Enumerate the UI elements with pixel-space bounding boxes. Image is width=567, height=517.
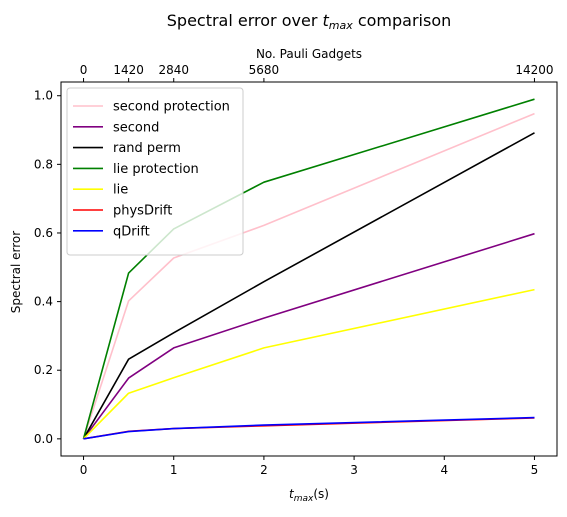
y-tick-label: 0.0 (34, 432, 53, 446)
top-tick-label: 1420 (113, 63, 144, 77)
legend-label-4: lie (113, 183, 128, 198)
x-tick-label: 0 (80, 463, 88, 477)
top-tick-label: 5680 (249, 63, 280, 77)
series-line-4 (82, 288, 535, 440)
series-line-2 (82, 132, 535, 440)
legend-label-5: physDrift (113, 204, 172, 219)
series-line-6 (83, 416, 535, 440)
top-axis-label: No. Pauli Gadgets (256, 47, 362, 61)
chart-title: Spectral error over tmax comparison (167, 11, 452, 32)
legend-label-0: second protection (113, 100, 230, 115)
x-tick-label: 1 (170, 463, 178, 477)
series-line-1 (82, 232, 535, 440)
x-axis-label: tmax(s) (289, 487, 329, 504)
top-tick-label: 2840 (158, 63, 189, 77)
legend-box (66, 87, 244, 256)
x-tick-label: 2 (260, 463, 268, 477)
top-tick-label: 14200 (515, 63, 553, 77)
y-tick-label: 0.4 (34, 295, 53, 309)
x-tick-label: 5 (531, 463, 539, 477)
plot-frame (60, 81, 558, 457)
legend-label-6: qDrift (113, 224, 150, 239)
series-layer (82, 98, 535, 440)
legend-label-2: rand perm (113, 141, 181, 156)
y-tick-label: 1.0 (34, 89, 53, 103)
legend-label-3: lie protection (113, 162, 199, 177)
y-tick-label: 0.8 (34, 157, 53, 171)
legend-label-1: second (113, 120, 159, 135)
top-tick-label: 0 (80, 63, 88, 77)
y-axis-label: Spectral error (9, 231, 23, 313)
ticks-layer: 0 1 2 3 4 5 0.0 0.2 0.4 0.6 0.8 1.0 0 1420 2840 5680 142… (34, 63, 554, 477)
series-line-5 (83, 417, 535, 440)
series-line-0 (82, 112, 535, 440)
x-tick-label: 4 (440, 463, 448, 477)
y-tick-label: 0.6 (34, 226, 53, 240)
y-tick-label: 0.2 (34, 363, 53, 377)
legend: second protection second rand perm lie prot… (66, 87, 244, 256)
x-tick-label: 3 (350, 463, 358, 477)
